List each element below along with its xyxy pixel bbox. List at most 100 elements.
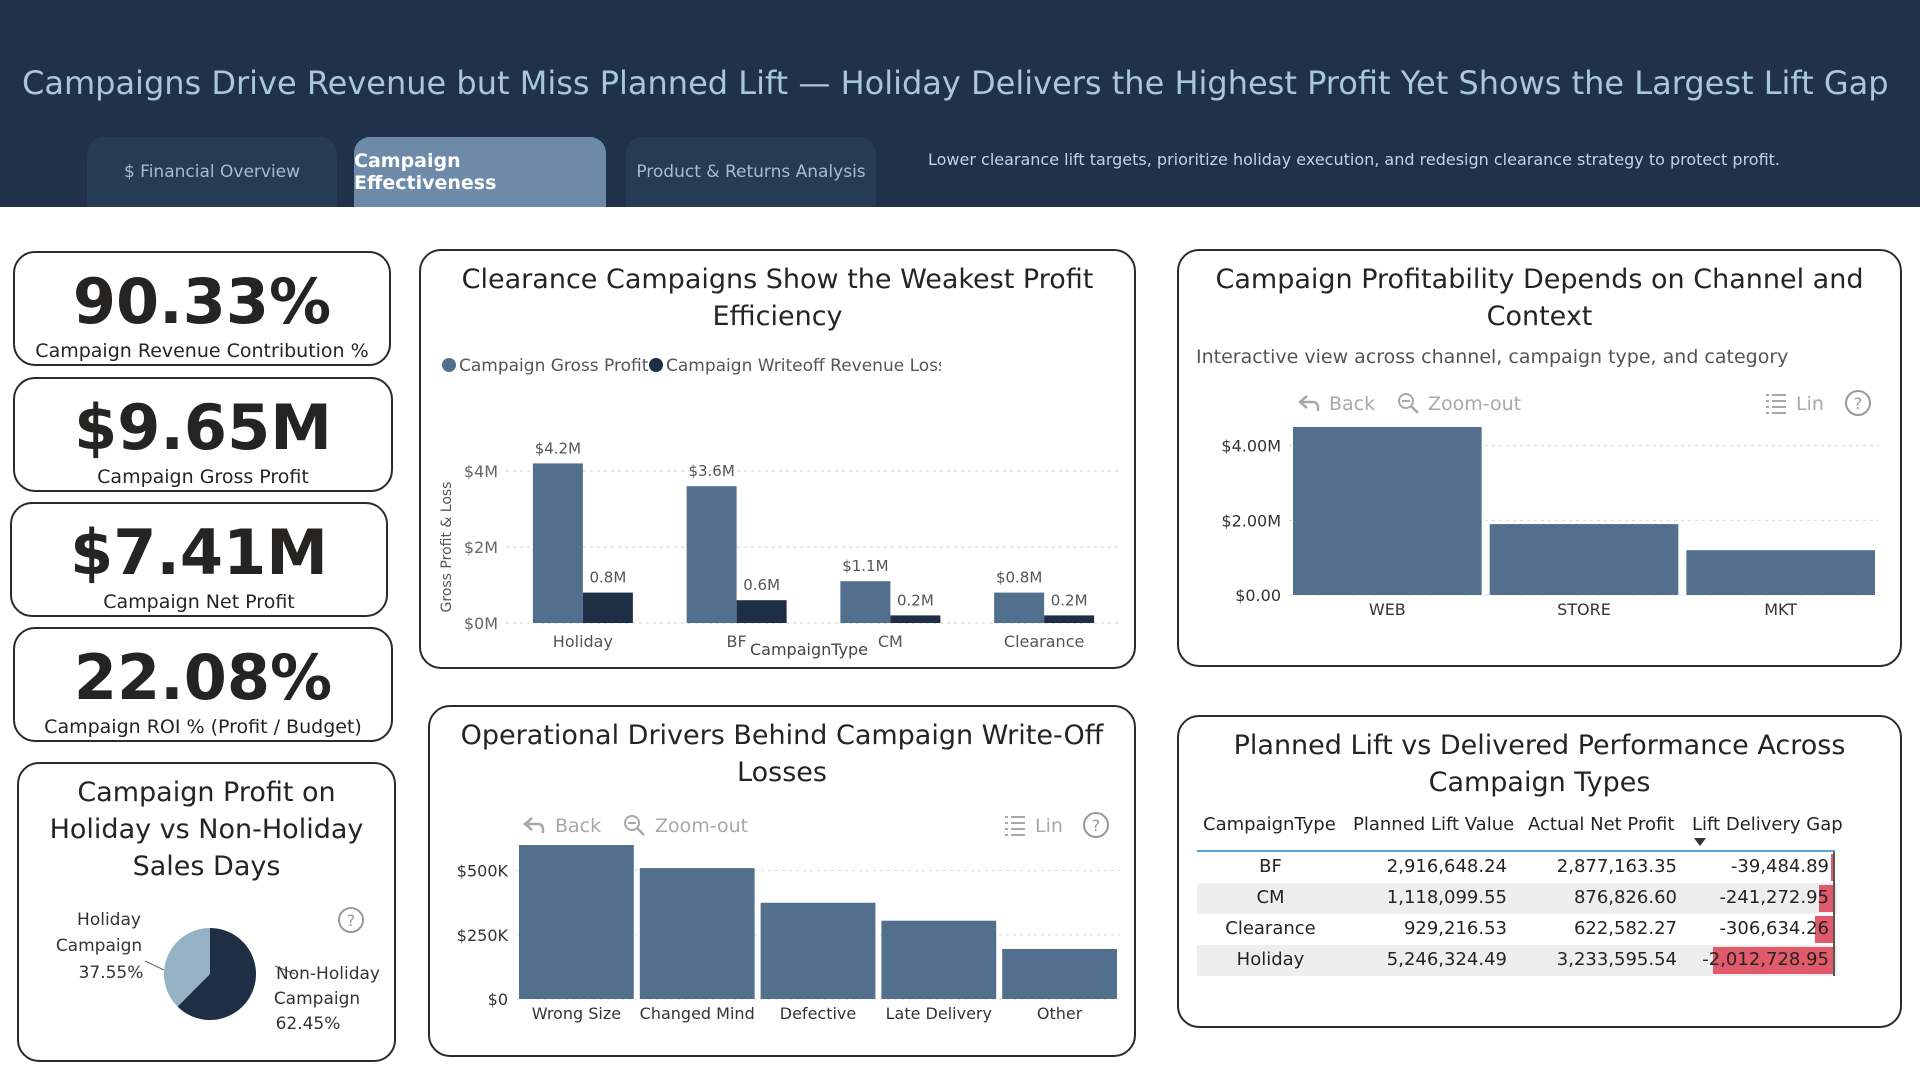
zoom-out-icon[interactable] — [622, 813, 646, 837]
help-icon[interactable]: ? — [1844, 389, 1872, 417]
cell-lift-gap: -241,272.95 — [1719, 887, 1829, 908]
bar-store[interactable] — [1489, 524, 1679, 595]
x-tick-label: Defective — [780, 1004, 856, 1023]
y-tick-label: $2.00M — [1221, 511, 1281, 530]
clearance-bar-card[interactable]: Clearance Campaigns Show the Weakest Pro… — [419, 249, 1136, 669]
pie-label-holiday-line1: Holiday — [77, 910, 141, 930]
writeoff-bar-chart[interactable]: $0 $250K $500K Wrong Size Changed Mind Defect… — [430, 837, 1136, 1055]
list-icon[interactable] — [1764, 391, 1788, 415]
table-row[interactable]: CM 1,118,099.55 876,826.60 -241,272.95 — [1197, 883, 1837, 914]
x-axis-title: CampaignType — [750, 640, 868, 659]
help-icon[interactable]: ? — [337, 906, 365, 934]
x-tick-label: MKT — [1764, 600, 1797, 619]
cell-planned-lift: 1,118,099.55 — [1386, 887, 1507, 908]
data-label: $0.8M — [996, 569, 1042, 587]
tab-product-returns[interactable]: Product & Returns Analysis — [626, 137, 876, 207]
y-tick-label: $0.00 — [1235, 586, 1281, 605]
cell-lift-gap: -306,634.26 — [1719, 918, 1829, 939]
y-tick-label: $0M — [464, 614, 498, 633]
table-row[interactable]: Clearance 929,216.53 622,582.27 -306,634… — [1197, 914, 1837, 945]
x-tick-label: Clearance — [1004, 632, 1084, 651]
bar-cm-campaign-writeoff-revenue-loss[interactable] — [890, 615, 941, 623]
y-tick-label: $4M — [464, 462, 498, 481]
legend-label-writeoff-loss: Campaign Writeoff Revenue Loss — [666, 356, 941, 376]
cell-planned-lift: 2,916,648.24 — [1386, 856, 1507, 877]
x-tick-label: Late Delivery — [886, 1004, 992, 1023]
bar-clearance-campaign-gross-profit[interactable] — [994, 592, 1045, 623]
table-row[interactable]: BF 2,916,648.24 2,877,163.35 -39,484.89 — [1197, 852, 1837, 883]
cell-lift-gap: -39,484.89 — [1730, 856, 1829, 877]
cell-campaign-type: CM — [1256, 887, 1285, 908]
x-tick-label: WEB — [1369, 600, 1406, 619]
back-button[interactable]: Back — [555, 815, 602, 837]
pie-slice-non-holiday[interactable] — [177, 928, 257, 1020]
pie-label-non-holiday-line1: Non-Holiday — [276, 964, 380, 984]
data-label: 0.8M — [589, 569, 626, 587]
svg-text:?: ? — [1092, 816, 1101, 835]
back-icon[interactable] — [1297, 391, 1321, 415]
gap-bar — [1818, 885, 1833, 912]
holiday-pie-card[interactable]: Campaign Profit on Holiday vs Non-Holida… — [17, 762, 396, 1062]
bar-bf-campaign-writeoff-revenue-loss[interactable] — [736, 600, 787, 623]
gap-bar — [1814, 916, 1833, 943]
tab-campaign-effectiveness[interactable]: Campaign Effectiveness — [354, 137, 606, 207]
cell-planned-lift: 929,216.53 — [1403, 918, 1507, 939]
bar-holiday-campaign-gross-profit[interactable] — [532, 463, 583, 623]
chart-subtitle: Interactive view across channel, campaig… — [1196, 346, 1789, 368]
bar-wrong-size[interactable] — [519, 845, 634, 999]
back-icon[interactable] — [522, 813, 546, 837]
lin-button[interactable]: Lin — [1796, 393, 1824, 415]
kpi-card-net-profit[interactable]: $7.41M Campaign Net Profit — [10, 502, 388, 617]
svg-text:?: ? — [1854, 394, 1863, 413]
clearance-bar-chart[interactable]: $0M $2M $4M $4.2M 0.8M Holiday $3.6M 0.6M BF $1.1… — [421, 391, 1136, 667]
zoom-out-icon[interactable] — [1396, 391, 1420, 415]
data-label: $4.2M — [535, 439, 581, 457]
zoom-out-button[interactable]: Zoom-out — [1428, 393, 1522, 415]
kpi-card-gross-profit[interactable]: $9.65M Campaign Gross Profit — [13, 377, 393, 492]
column-header-campaign-type[interactable]: CampaignType — [1203, 814, 1336, 835]
bar-defective[interactable] — [760, 902, 876, 999]
cell-planned-lift: 5,246,324.49 — [1386, 949, 1507, 970]
bar-changed-mind[interactable] — [639, 868, 755, 999]
bar-web[interactable] — [1293, 427, 1482, 595]
x-tick-label: Changed Mind — [640, 1004, 755, 1023]
tab-financial-overview[interactable]: $ Financial Overview — [87, 137, 337, 207]
zoom-out-button[interactable]: Zoom-out — [655, 815, 749, 837]
table-row[interactable]: Holiday 5,246,324.49 3,233,595.54 -2,012… — [1197, 945, 1837, 976]
cell-campaign-type: Clearance — [1225, 918, 1316, 939]
bar-clearance-campaign-writeoff-revenue-loss[interactable] — [1044, 615, 1095, 623]
pie-leader-line — [274, 965, 296, 975]
kpi-card-revenue-contribution[interactable]: 90.33% Campaign Revenue Contribution % — [13, 251, 391, 366]
column-header-lift-gap[interactable]: Lift Delivery Gap — [1692, 814, 1843, 835]
writeoff-bar-card[interactable]: Operational Drivers Behind Campaign Writ… — [428, 705, 1136, 1057]
bar-holiday-campaign-writeoff-revenue-loss[interactable] — [582, 592, 633, 623]
cell-actual-net-profit: 3,233,595.54 — [1556, 949, 1677, 970]
kpi-card-roi[interactable]: 22.08% Campaign ROI % (Profit / Budget) — [13, 627, 393, 742]
back-button[interactable]: Back — [1329, 393, 1376, 415]
column-header-planned-lift[interactable]: Planned Lift Value — [1353, 814, 1515, 835]
help-icon[interactable]: ? — [1082, 811, 1110, 839]
column-header-actual-net-profit[interactable]: Actual Net Profit — [1528, 814, 1675, 835]
cell-campaign-type: Holiday — [1236, 949, 1305, 970]
pie-label-non-holiday-line2: Campaign — [274, 989, 360, 1009]
list-icon[interactable] — [1003, 813, 1027, 837]
chart-title: Planned Lift vs Delivered Performance Ac… — [1233, 730, 1846, 798]
bar-cm-campaign-gross-profit[interactable] — [840, 581, 891, 623]
bar-bf-campaign-gross-profit[interactable] — [686, 486, 737, 623]
pie-chart[interactable]: Holiday Campaign 37.55% Non-Holiday Camp… — [19, 894, 394, 1062]
bar-other[interactable] — [1002, 948, 1117, 999]
channel-bar-chart[interactable]: $0.00 $2.00M $4.00M WEB STORE MKT — [1179, 419, 1902, 619]
y-axis-title: Gross Profit & Loss — [439, 482, 455, 613]
x-tick-label: CM — [878, 632, 903, 651]
legend-swatch-writeoff-loss — [649, 358, 663, 372]
chart-title: Clearance Campaigns Show the Weakest Pro… — [461, 264, 1094, 332]
bar-late-delivery[interactable] — [881, 920, 997, 999]
legend-swatch-gross-profit — [442, 358, 456, 372]
pie-slice-holiday[interactable] — [164, 928, 210, 1007]
lin-button[interactable]: Lin — [1035, 815, 1063, 837]
x-tick-label: STORE — [1557, 600, 1611, 619]
channel-bar-card[interactable]: Campaign Profitability Depends on Channe… — [1177, 249, 1902, 667]
sort-descending-icon[interactable] — [1694, 838, 1706, 848]
bar-mkt[interactable] — [1686, 550, 1875, 595]
data-label: $1.1M — [842, 557, 888, 575]
